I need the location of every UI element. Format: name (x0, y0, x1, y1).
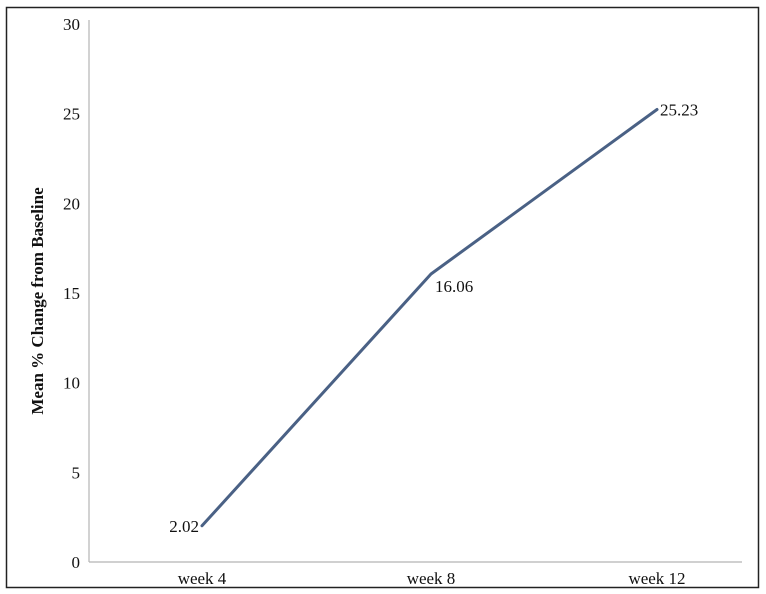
y-tick-label: 30 (63, 15, 80, 34)
x-tick-label: week 12 (628, 569, 685, 588)
series-line (200, 108, 659, 528)
y-tick-label: 15 (63, 284, 80, 303)
data-label: 2.02 (169, 517, 199, 536)
y-axis-title: Mean % Change from Baseline (28, 187, 47, 415)
y-tick-label: 5 (72, 463, 81, 482)
series-layer (200, 108, 659, 528)
y-tick-label: 10 (63, 374, 80, 393)
x-tick-label: week 4 (178, 569, 227, 588)
x-tick-label: week 8 (407, 569, 456, 588)
y-tick-labels: 0 5 10 15 20 25 30 (63, 15, 80, 572)
data-label: 25.23 (660, 101, 698, 120)
data-label: 16.06 (435, 277, 473, 296)
figure-border (5, 6, 760, 589)
y-tick-label: 0 (72, 553, 81, 572)
y-tick-label: 20 (63, 194, 80, 213)
y-tick-label: 25 (63, 105, 80, 124)
data-labels: 2.02 16.06 25.23 (169, 101, 698, 536)
x-tick-labels: week 4 week 8 week 12 (178, 569, 686, 588)
